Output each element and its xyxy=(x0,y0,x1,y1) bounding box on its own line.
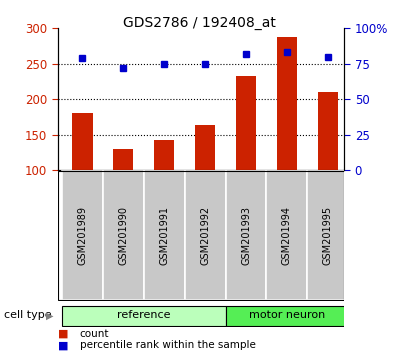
Bar xyxy=(185,171,226,299)
Bar xyxy=(62,306,226,326)
Bar xyxy=(103,171,144,299)
Text: GSM201989: GSM201989 xyxy=(77,206,87,265)
Bar xyxy=(267,171,307,299)
Bar xyxy=(226,306,348,326)
Text: percentile rank within the sample: percentile rank within the sample xyxy=(80,341,256,350)
Bar xyxy=(113,149,133,170)
Text: cell type: cell type xyxy=(4,310,52,320)
Text: ■: ■ xyxy=(58,341,68,350)
Text: reference: reference xyxy=(117,310,170,320)
Bar xyxy=(154,140,174,170)
Text: GSM201993: GSM201993 xyxy=(241,206,251,265)
Bar xyxy=(144,171,185,299)
Bar xyxy=(195,125,215,170)
Text: GSM201995: GSM201995 xyxy=(323,206,333,265)
Text: GDS2786 / 192408_at: GDS2786 / 192408_at xyxy=(123,16,275,30)
Text: GSM201992: GSM201992 xyxy=(200,206,210,265)
Bar xyxy=(226,171,267,299)
Bar xyxy=(62,171,103,299)
Bar xyxy=(236,76,256,170)
Text: motor neuron: motor neuron xyxy=(249,310,325,320)
Text: GSM201994: GSM201994 xyxy=(282,206,292,265)
Bar xyxy=(277,37,297,170)
Bar xyxy=(72,113,92,170)
Text: count: count xyxy=(80,329,109,339)
Bar xyxy=(318,92,338,170)
Text: ■: ■ xyxy=(58,329,68,339)
Text: GSM201991: GSM201991 xyxy=(159,206,169,265)
Text: ▶: ▶ xyxy=(46,310,53,320)
Bar xyxy=(307,171,348,299)
Text: GSM201990: GSM201990 xyxy=(118,206,128,265)
